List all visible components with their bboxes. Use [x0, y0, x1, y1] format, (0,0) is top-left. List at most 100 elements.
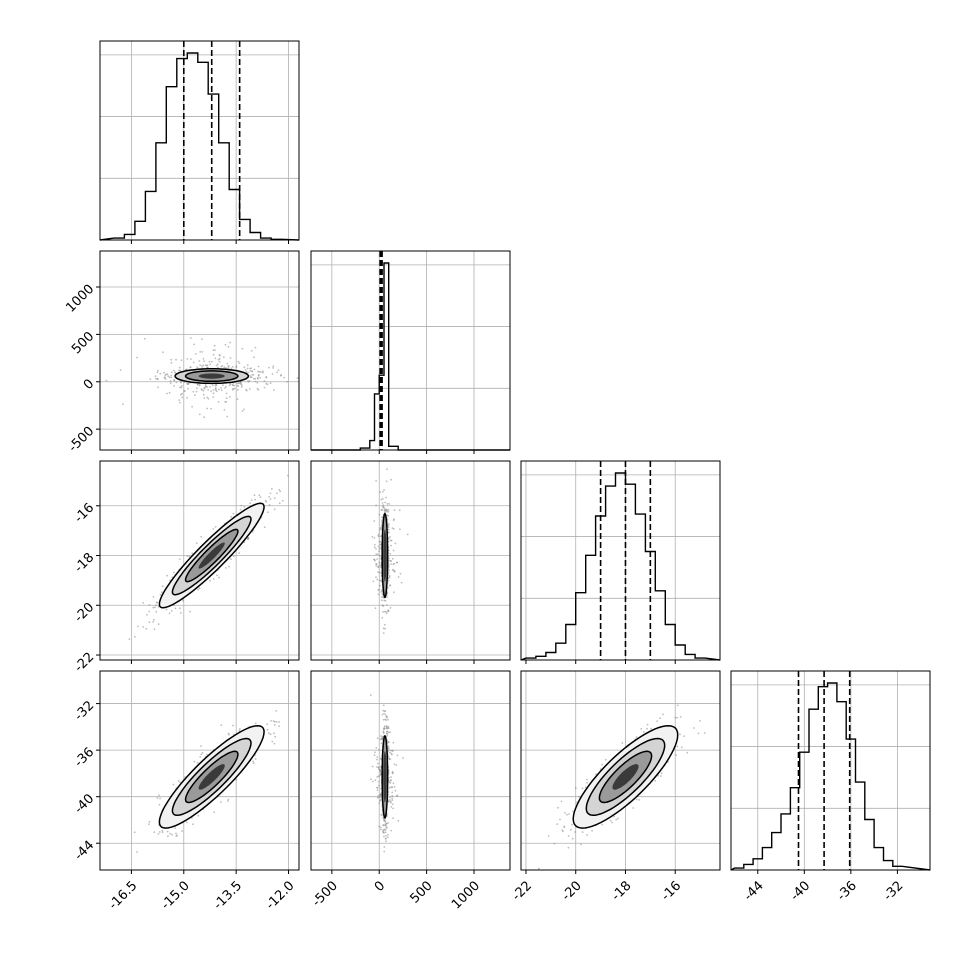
sample-point — [122, 403, 124, 406]
panel-content — [105, 337, 299, 419]
sample-point — [567, 835, 570, 837]
sample-point — [382, 730, 385, 733]
density-fill — [612, 764, 639, 790]
sample-point — [168, 612, 171, 615]
x-tick-label: -500 — [309, 878, 340, 909]
sample-point — [247, 381, 250, 383]
sample-point — [557, 806, 559, 809]
sample-point — [662, 713, 664, 716]
sample-point — [230, 367, 233, 370]
sample-point — [210, 390, 213, 393]
sample-point — [377, 766, 380, 769]
sample-point — [564, 812, 566, 814]
sample-point — [181, 396, 184, 399]
joint-panel-2-3 — [520, 670, 721, 871]
sample-point — [243, 506, 246, 508]
sample-point — [231, 384, 234, 386]
contour-line — [572, 724, 679, 829]
sample-point — [369, 694, 372, 697]
sample-point — [269, 733, 272, 736]
sample-point — [179, 781, 182, 784]
sample-point — [169, 382, 172, 385]
sample-point — [376, 756, 379, 758]
sample-point — [547, 835, 550, 837]
sample-point — [212, 349, 215, 352]
sample-point — [383, 509, 386, 512]
panel-content — [537, 704, 706, 870]
sample-point — [384, 821, 387, 823]
sample-point — [229, 357, 232, 359]
sample-point — [236, 384, 239, 387]
sample-point — [638, 799, 641, 801]
sample-point — [383, 728, 385, 730]
sample-point — [231, 366, 234, 368]
sample-point — [388, 758, 391, 760]
sample-point — [617, 817, 619, 820]
sample-point — [187, 387, 189, 390]
sample-point — [193, 343, 196, 346]
sample-point — [181, 392, 184, 395]
sample-point — [237, 360, 240, 363]
sample-point — [281, 499, 284, 502]
sample-point — [171, 833, 174, 836]
sample-point — [373, 558, 375, 561]
sample-point — [210, 407, 212, 410]
sample-point — [389, 800, 392, 803]
joint-panel-1-3 — [310, 670, 511, 871]
sample-point — [256, 387, 259, 390]
sample-point — [174, 827, 177, 829]
sample-point — [390, 829, 393, 832]
sample-point — [382, 824, 385, 827]
sample-point — [378, 533, 380, 535]
sample-point — [378, 550, 380, 553]
sample-point — [175, 832, 177, 835]
panel-content — [133, 710, 281, 853]
sample-point — [154, 606, 156, 609]
sample-point — [233, 555, 235, 558]
sample-point — [391, 791, 394, 794]
sample-point — [378, 571, 381, 574]
sample-point — [375, 565, 378, 567]
sample-point — [387, 564, 390, 567]
sample-point — [196, 387, 198, 390]
sample-point — [376, 796, 379, 799]
sample-point — [189, 610, 192, 613]
sample-point — [275, 720, 278, 723]
sample-point — [232, 724, 234, 727]
sample-point — [161, 829, 164, 832]
sample-point — [178, 399, 181, 401]
sample-point — [390, 478, 392, 481]
sample-point — [233, 384, 236, 387]
sample-point — [254, 380, 257, 383]
sample-point — [386, 509, 389, 512]
sample-point — [203, 360, 206, 363]
sample-point — [611, 821, 613, 824]
sample-point — [385, 834, 387, 837]
sample-point — [212, 392, 215, 395]
sample-point — [392, 569, 395, 572]
sample-point — [380, 793, 382, 796]
sample-point — [152, 620, 155, 623]
sample-point — [387, 718, 389, 721]
y-tick-label: 1000 — [63, 282, 97, 316]
sample-point — [218, 360, 221, 363]
sample-point — [258, 494, 261, 497]
sample-point — [202, 389, 205, 392]
sample-point — [163, 376, 166, 379]
panel-frame — [99, 460, 300, 661]
sample-point — [386, 510, 388, 513]
sample-point — [142, 626, 145, 628]
sample-point — [196, 761, 199, 764]
sample-point — [212, 389, 215, 391]
sample-point — [173, 385, 175, 387]
sample-point — [387, 509, 390, 511]
sample-point — [254, 722, 257, 725]
sample-point — [202, 357, 205, 360]
sample-point — [272, 365, 275, 367]
sample-point — [191, 552, 194, 555]
sample-point — [380, 735, 382, 737]
sample-point — [186, 358, 189, 360]
sample-point — [221, 365, 224, 367]
sample-point — [220, 389, 223, 392]
sample-point — [137, 625, 139, 628]
